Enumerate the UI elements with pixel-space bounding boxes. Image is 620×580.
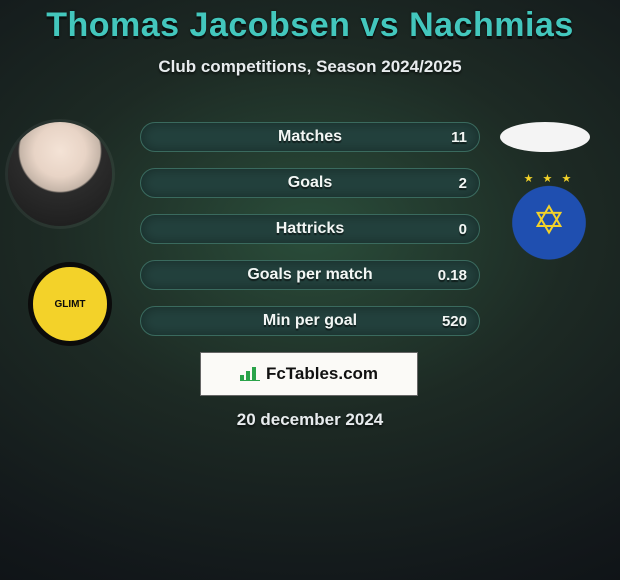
stat-row: 11Matches (140, 122, 480, 152)
brand-badge: FcTables.com (200, 352, 418, 396)
stat-row: 0.18Goals per match (140, 260, 480, 290)
club-left-logo: GLIMT (28, 262, 112, 346)
stat-label: Goals per match (141, 261, 479, 289)
page-title: Thomas Jacobsen vs Nachmias (0, 0, 620, 45)
stats-rows: 11Matches 2Goals 0Hattricks 0.18Goals per m… (140, 122, 480, 352)
stat-label: Matches (141, 123, 479, 151)
stat-label: Hattricks (141, 215, 479, 243)
player-left-avatar (8, 122, 112, 226)
chart-icon (240, 367, 260, 381)
date-text: 20 december 2024 (0, 410, 620, 430)
subtitle: Club competitions, Season 2024/2025 (0, 57, 620, 77)
stat-label: Min per goal (141, 307, 479, 335)
club-right-logo (500, 178, 598, 264)
stat-row: 2Goals (140, 168, 480, 198)
stat-row: 520Min per goal (140, 306, 480, 336)
brand-text: FcTables.com (266, 364, 378, 384)
player-right-avatar (500, 122, 590, 152)
stat-label: Goals (141, 169, 479, 197)
stat-row: 0Hattricks (140, 214, 480, 244)
